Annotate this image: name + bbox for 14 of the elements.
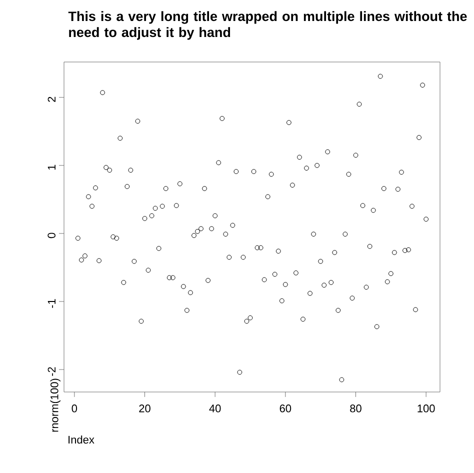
x-tick-label: 100 — [418, 404, 435, 412]
y-tick-label: 1 — [48, 164, 56, 170]
y-tick-label: -2 — [48, 367, 56, 376]
chart-title: This is a very long title wrapped on multiple lines without the need to adjust it by hand — [68, 11, 467, 40]
x-tick-label: 40 — [209, 404, 221, 412]
x-tick-label: 60 — [280, 404, 292, 412]
x-tick-label: 20 — [139, 404, 150, 412]
x-tick-label: 80 — [350, 404, 362, 412]
y-tick-label: 2 — [48, 96, 56, 102]
y-tick-label: 0 — [48, 232, 56, 238]
y-axis-title: rnorm(100) — [50, 378, 60, 432]
y-tick-label: -1 — [48, 299, 56, 308]
x-tick-label: 0 — [72, 404, 78, 412]
x-axis-title: Index — [68, 436, 94, 444]
